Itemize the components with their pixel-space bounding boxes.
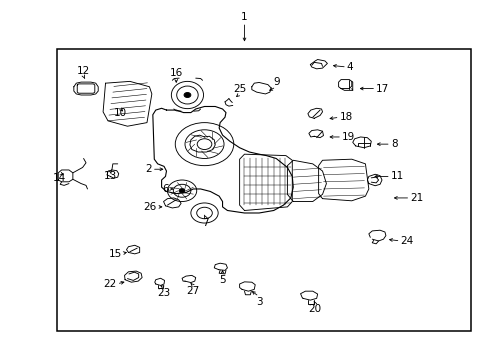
Text: 9: 9: [272, 77, 279, 87]
Text: 22: 22: [103, 279, 117, 289]
Text: 16: 16: [169, 68, 183, 78]
Text: 14: 14: [53, 173, 66, 183]
Text: 18: 18: [339, 112, 352, 122]
Text: 12: 12: [77, 66, 90, 76]
Text: 7: 7: [202, 218, 208, 228]
Text: 27: 27: [186, 286, 200, 296]
Text: 26: 26: [143, 202, 157, 212]
Text: 1: 1: [241, 12, 247, 22]
Text: 25: 25: [232, 84, 246, 94]
Text: 15: 15: [108, 248, 122, 258]
Text: 4: 4: [346, 62, 353, 72]
Text: 3: 3: [255, 297, 262, 307]
Text: 19: 19: [341, 132, 355, 142]
Text: 5: 5: [219, 275, 225, 285]
Text: 13: 13: [103, 171, 117, 181]
Text: 2: 2: [145, 164, 152, 174]
Text: 21: 21: [409, 193, 423, 203]
Text: 11: 11: [390, 171, 403, 181]
Text: 10: 10: [113, 108, 126, 118]
Text: 8: 8: [390, 139, 397, 149]
Ellipse shape: [179, 189, 184, 193]
Text: 24: 24: [400, 236, 413, 246]
Text: 20: 20: [308, 304, 321, 314]
Text: 23: 23: [157, 288, 170, 298]
Bar: [57, 49, 470, 330]
Text: 6: 6: [162, 184, 168, 194]
Text: 17: 17: [375, 84, 388, 94]
Ellipse shape: [183, 93, 190, 98]
